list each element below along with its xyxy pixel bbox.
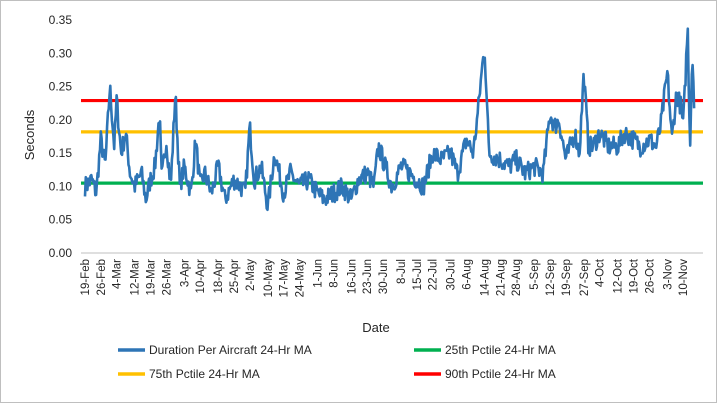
y-tick-label: 0.05	[49, 213, 73, 227]
x-tick-label: 1-Jun	[313, 259, 325, 288]
legend-label: 25th Pctile 24-Hr MA	[445, 343, 556, 357]
x-tick-label: 22-Jul	[428, 259, 440, 290]
x-tick-label: 30-Jul	[446, 259, 458, 290]
x-tick-label: 3-Apr	[179, 259, 191, 287]
x-axis-ticks: 19-Feb 26-Feb 4-Mar 12-Mar 19-Mar 26-Mar 3-Apr…	[80, 258, 690, 297]
x-tick-label: 5-Sep	[529, 259, 541, 290]
y-tick-label: 0.10	[49, 179, 73, 193]
x-tick-label: 4-Mar	[112, 259, 124, 289]
x-tick-label: 25-Apr	[229, 259, 241, 294]
x-tick-label: 12-Oct	[613, 258, 625, 293]
duration-series	[83, 27, 696, 212]
x-tick-label: 6-Aug	[461, 259, 473, 290]
duration-line	[83, 27, 696, 212]
x-tick-label: 2-May	[245, 259, 257, 291]
x-tick-label: 18-Apr	[213, 259, 225, 294]
x-tick-label: 16-Jun	[346, 259, 358, 294]
x-tick-label: 24-May	[294, 259, 306, 298]
x-tick-label: 10-Apr	[195, 259, 207, 294]
x-tick-label: 23-Jun	[362, 259, 374, 294]
legend-label: 90th Pctile 24-Hr MA	[445, 367, 556, 381]
x-tick-label: 3-Nov	[662, 259, 674, 290]
y-tick-label: 0.35	[49, 13, 73, 27]
x-tick-label: 14-Aug	[480, 259, 492, 296]
x-tick-label: 12-Mar	[130, 259, 142, 296]
x-axis-title: Date	[362, 320, 389, 335]
legend-label: 75th Pctile 24-Hr MA	[149, 367, 260, 381]
y-axis-ticks: 0.00 0.05 0.10 0.15 0.20 0.25 0.30 0.35	[49, 13, 73, 260]
x-tick-label: 19-Oct	[629, 258, 641, 293]
x-tick-label: 30-Jun	[378, 259, 390, 294]
y-tick-label: 0.15	[49, 146, 73, 160]
y-tick-label: 0.30	[49, 46, 73, 60]
legend-label: Duration Per Aircraft 24-Hr MA	[149, 343, 312, 357]
x-tick-label: 28-Aug	[511, 259, 523, 296]
x-tick-label: 10-May	[263, 259, 275, 298]
x-tick-label: 17-May	[279, 259, 291, 298]
x-tick-label: 19-Feb	[80, 259, 92, 295]
x-tick-label: 12-Sep	[545, 259, 557, 296]
y-axis-title: Seconds	[22, 109, 37, 160]
x-tick-label: 10-Nov	[678, 259, 690, 296]
y-tick-label: 0.00	[49, 246, 73, 260]
x-tick-label: 4-Oct	[595, 258, 607, 287]
y-tick-label: 0.20	[49, 113, 73, 127]
x-tick-label: 19-Mar	[145, 259, 157, 296]
x-tick-label: 26-Mar	[161, 259, 173, 296]
x-tick-label: 15-Jul	[412, 259, 424, 290]
x-tick-label: 21-Aug	[495, 259, 507, 296]
x-tick-label: 27-Sep	[579, 259, 591, 296]
legend: Duration Per Aircraft 24-Hr MA 25th Pctil…	[118, 343, 556, 381]
x-tick-label: 26-Feb	[96, 259, 108, 295]
y-tick-label: 0.25	[49, 80, 73, 94]
x-tick-label: 26-Oct	[644, 258, 656, 293]
x-tick-label: 19-Sep	[561, 259, 573, 296]
x-tick-label: 8-Jun	[328, 259, 340, 288]
x-tick-label: 8-Jul	[396, 259, 408, 284]
